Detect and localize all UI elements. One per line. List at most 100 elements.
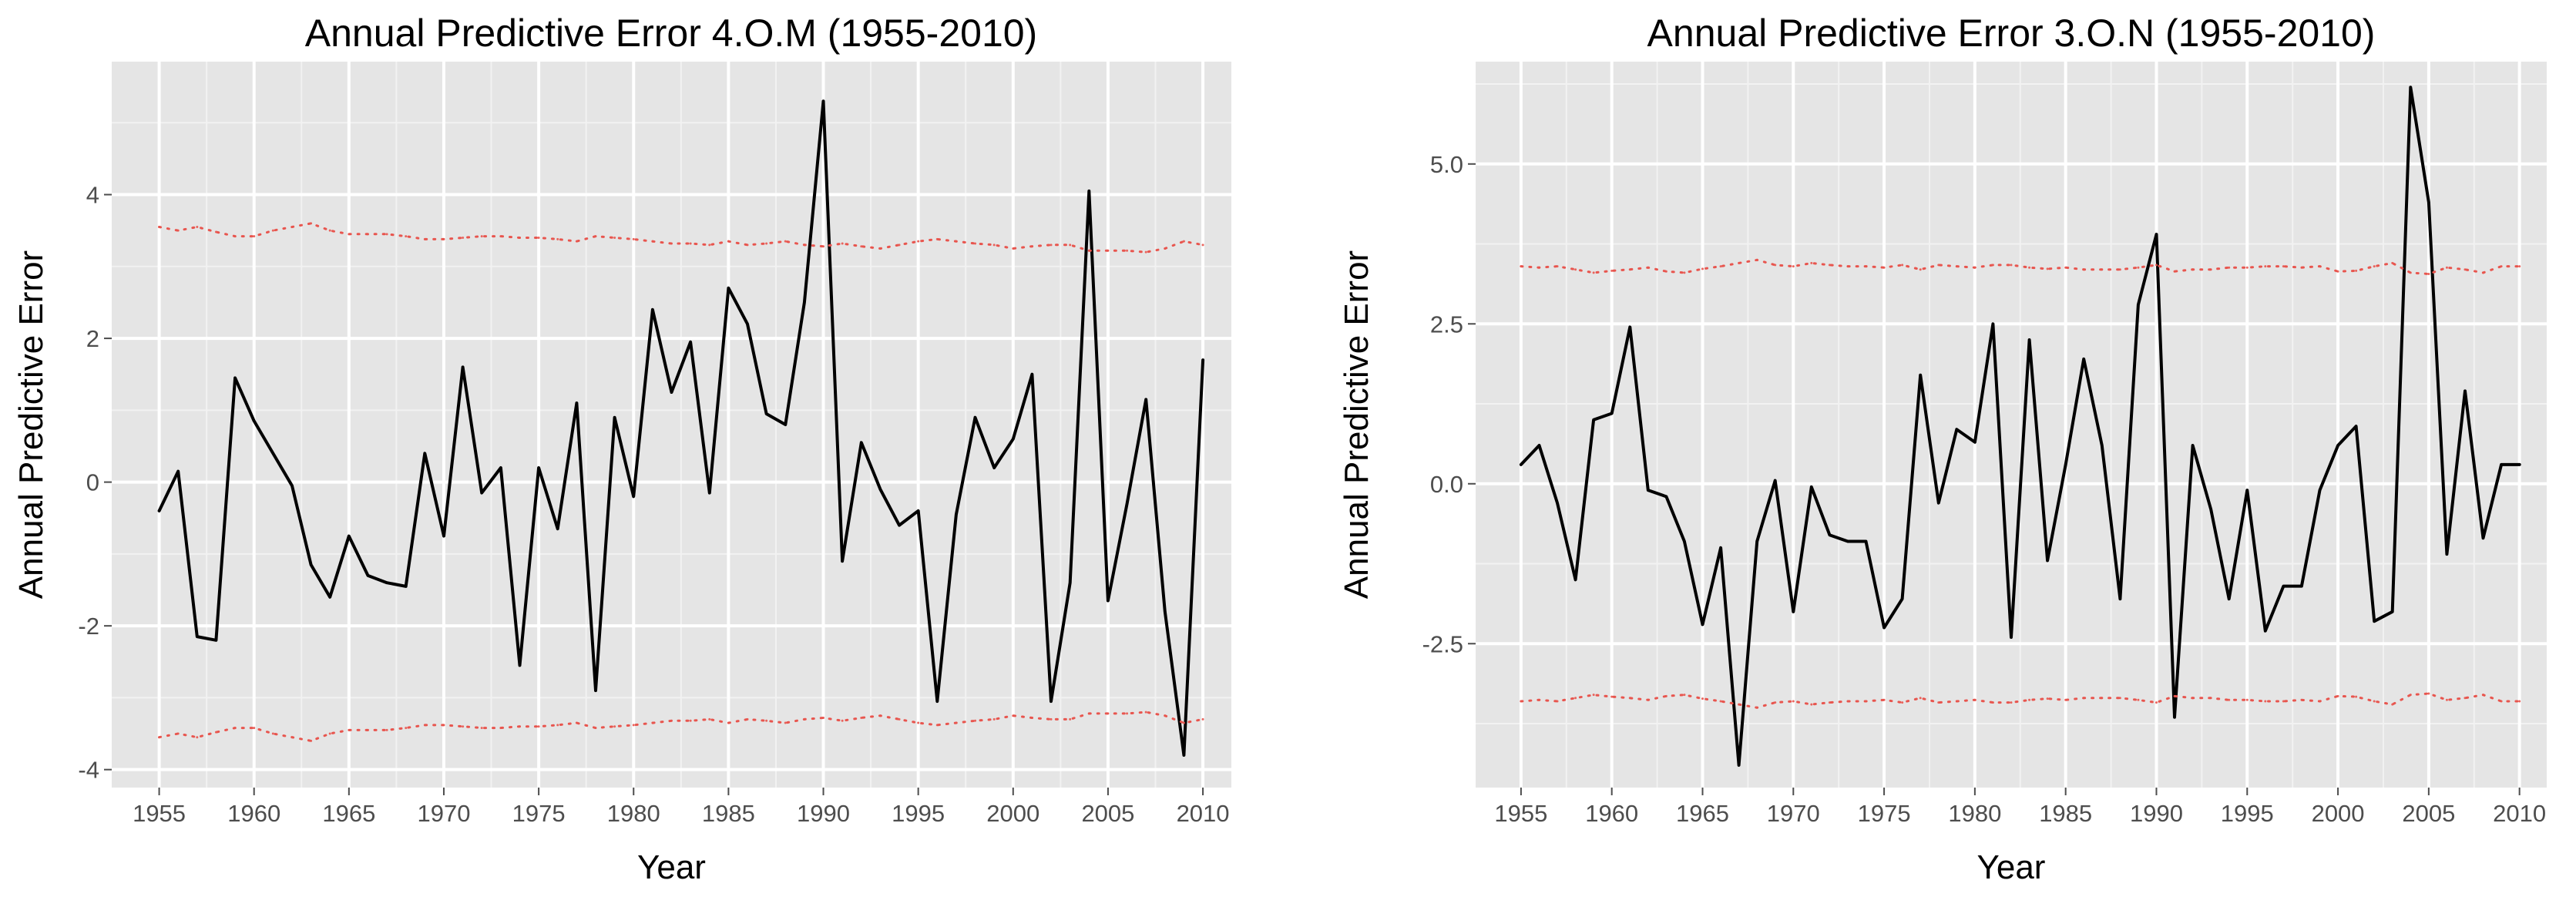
error-series-point	[576, 402, 578, 405]
error-series-point	[822, 100, 825, 102]
upper-bound-point	[575, 240, 578, 243]
lower-bound-point	[1069, 717, 1072, 721]
upper-bound-point	[196, 226, 199, 229]
x-tick-label: 1955	[133, 800, 186, 827]
error-series-point	[1164, 610, 1166, 613]
error-series-point	[2427, 201, 2430, 203]
x-tick-label: 1965	[322, 800, 375, 827]
upper-bound-point	[271, 229, 274, 232]
error-series-point	[1107, 600, 1109, 602]
error-series-point	[2155, 233, 2158, 236]
error-series-point	[1610, 412, 1613, 415]
lower-bound-point	[1647, 698, 1650, 701]
lower-bound-point	[2028, 698, 2031, 701]
upper-bound-point	[480, 235, 483, 238]
lower-bound-point	[613, 725, 616, 728]
x-axis-title: Year	[1977, 848, 2046, 886]
y-axis-title: Annual Predictive Error	[1338, 250, 1375, 599]
error-series-point	[2228, 598, 2230, 600]
upper-bound-point	[310, 222, 313, 225]
plot-background	[1476, 62, 2547, 788]
error-series-point	[955, 513, 957, 516]
error-series-point	[329, 596, 331, 598]
y-tick-label: 5.0	[1430, 151, 1463, 178]
upper-bound-point	[1973, 266, 1977, 269]
upper-bound-point	[1050, 244, 1053, 247]
lower-bound-point	[233, 727, 237, 730]
error-series-point	[1126, 502, 1128, 505]
error-series-point	[1701, 623, 1704, 626]
error-series-point	[2246, 489, 2249, 492]
error-series-point	[727, 287, 730, 289]
error-series-point	[1145, 398, 1147, 401]
error-series-point	[1901, 598, 1903, 600]
error-series-point	[2300, 585, 2302, 587]
lower-bound-point	[1182, 721, 1185, 724]
upper-bound-point	[1901, 264, 1904, 267]
lower-bound-point	[1828, 701, 1831, 704]
lower-bound-point	[2482, 694, 2485, 697]
lower-bound-point	[974, 719, 977, 722]
upper-bound-point	[2518, 265, 2521, 268]
lower-bound-point	[822, 717, 825, 720]
error-series-point	[2373, 620, 2376, 623]
x-tick-label: 1965	[1676, 800, 1729, 827]
error-series-point	[1647, 489, 1649, 492]
upper-bound-point	[2155, 264, 2158, 267]
upper-bound-point	[594, 235, 597, 238]
upper-bound-point	[2118, 268, 2121, 271]
x-tick-label: 1970	[1767, 800, 1820, 827]
upper-bound-point	[1164, 247, 1167, 250]
upper-bound-point	[1647, 266, 1650, 269]
upper-bound-point	[1937, 264, 1940, 267]
lower-bound-point	[2445, 698, 2448, 701]
error-series-point	[1538, 444, 1540, 446]
lower-bound-point	[1628, 697, 1631, 700]
lower-bound-point	[2264, 700, 2267, 703]
upper-bound-point	[917, 240, 920, 243]
upper-bound-point	[518, 237, 521, 240]
lower-bound-point	[1738, 703, 1741, 706]
x-tick-label: 2010	[2493, 800, 2546, 827]
error-series-point	[291, 485, 293, 487]
error-series-point	[1992, 323, 1994, 325]
lower-bound-point	[2064, 698, 2067, 701]
upper-bound-point	[2028, 266, 2031, 269]
error-series-point	[386, 582, 388, 584]
upper-bound-point	[233, 235, 237, 238]
lower-bound-point	[2518, 700, 2521, 703]
upper-bound-point	[328, 229, 331, 232]
lower-bound-point	[1973, 698, 1977, 701]
error-series-point	[215, 639, 217, 641]
error-series-point	[765, 413, 767, 415]
lower-bound-point	[2282, 700, 2285, 703]
error-series-point	[234, 377, 237, 379]
error-series-point	[613, 416, 616, 418]
lower-bound-point	[803, 717, 806, 721]
lower-bound-point	[2118, 697, 2121, 700]
upper-bound-point	[974, 242, 977, 245]
upper-bound-point	[1144, 250, 1147, 254]
error-series-point	[2010, 636, 2013, 638]
upper-bound-point	[405, 235, 408, 238]
lower-bound-point	[860, 717, 863, 720]
error-series-point	[594, 690, 596, 692]
upper-bound-point	[632, 237, 635, 240]
upper-bound-point	[537, 237, 540, 240]
x-tick-label: 1970	[417, 800, 470, 827]
lower-bound-point	[1030, 717, 1033, 720]
lower-bound-point	[935, 724, 939, 727]
lower-bound-point	[841, 719, 844, 722]
lower-bound-point	[2228, 698, 2231, 701]
upper-bound-point	[1069, 244, 1072, 247]
error-series-point	[158, 509, 160, 512]
upper-bound-point	[556, 237, 559, 240]
lower-bound-line	[158, 711, 1204, 742]
upper-bound-point	[841, 242, 844, 245]
upper-bound-point	[1201, 244, 1204, 247]
y-axis-title: Annual Predictive Error	[12, 250, 50, 599]
x-tick-label: 1975	[1858, 800, 1911, 827]
error-series-point	[1012, 438, 1014, 440]
error-series-point	[2282, 585, 2285, 587]
chart-panel-right: 1955 1960 1965 1970 1975 1980 1985 1990 1995 2000…	[1338, 12, 2547, 886]
